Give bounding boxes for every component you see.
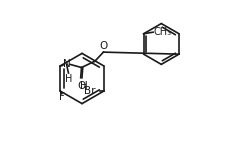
Text: F: F [59, 92, 65, 102]
Text: H: H [65, 74, 72, 84]
Text: Br: Br [84, 86, 95, 96]
Text: O: O [77, 81, 86, 91]
Text: N: N [63, 59, 70, 69]
Text: O: O [100, 41, 108, 51]
Text: H: H [80, 81, 88, 91]
Text: CH₃: CH₃ [153, 27, 172, 37]
